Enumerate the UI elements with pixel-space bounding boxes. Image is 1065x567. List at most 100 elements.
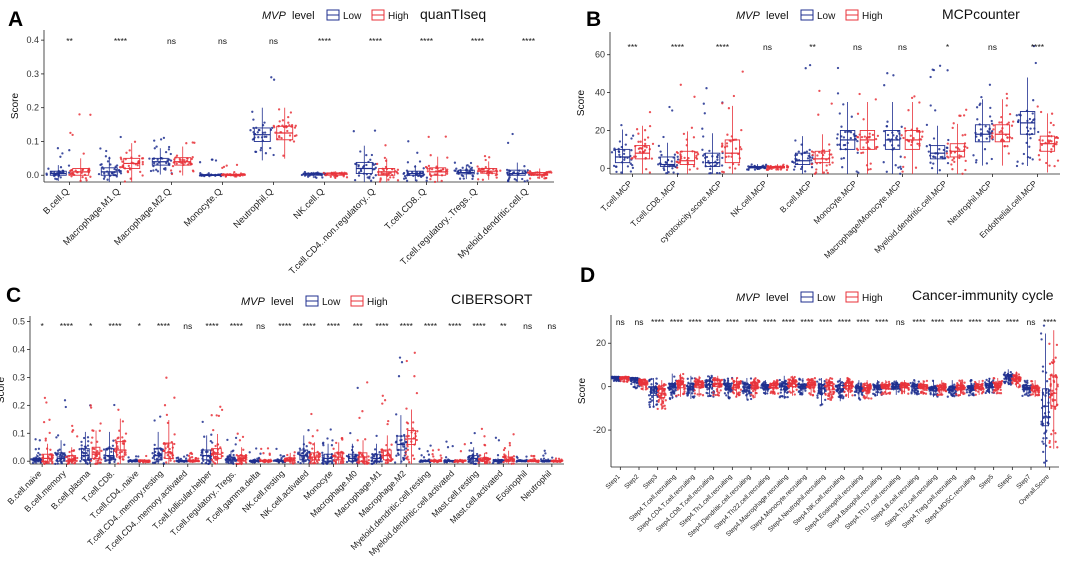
data-point (512, 171, 516, 174)
data-point (102, 448, 106, 451)
data-point (378, 180, 382, 183)
data-point (484, 166, 487, 169)
significance-label: ** (66, 36, 73, 46)
data-point (260, 447, 263, 451)
data-point (732, 94, 736, 98)
data-point (113, 458, 117, 461)
data-point (56, 462, 59, 465)
legend-title: MVP (736, 10, 761, 22)
data-point (153, 419, 156, 422)
data-point (825, 169, 828, 172)
data-point (406, 448, 410, 452)
data-point (856, 151, 859, 154)
data-point (709, 167, 712, 171)
data-point (358, 416, 361, 420)
significance-label: * (946, 42, 950, 52)
data-point (301, 460, 304, 463)
data-point (886, 120, 889, 123)
data-point (115, 175, 118, 178)
data-point (109, 163, 112, 166)
data-point (395, 454, 398, 457)
data-point (929, 75, 932, 79)
data-point (874, 98, 877, 101)
data-point (43, 396, 47, 400)
data-point (86, 436, 90, 439)
significance-label: **** (819, 317, 833, 327)
data-point (508, 175, 511, 179)
data-point (156, 158, 159, 161)
data-point (791, 160, 794, 164)
data-point (836, 133, 839, 136)
data-point (470, 449, 474, 452)
data-point (749, 397, 753, 401)
data-point (897, 144, 900, 147)
significance-label: ns (218, 36, 227, 46)
data-point (670, 160, 673, 163)
data-point (909, 381, 912, 385)
x-tick-label: T.cell.CD8..Q (383, 186, 428, 231)
data-point (513, 177, 516, 181)
data-point (110, 450, 113, 453)
data-point (37, 447, 41, 450)
data-point (141, 160, 144, 164)
data-point (548, 171, 551, 174)
data-point (952, 122, 955, 125)
significance-label: ns (547, 321, 556, 331)
data-point (89, 404, 92, 407)
data-point (1052, 145, 1055, 148)
data-point (1036, 105, 1039, 108)
data-point (300, 452, 304, 455)
data-point (952, 157, 956, 160)
data-point (231, 450, 234, 453)
data-point (830, 153, 833, 156)
data-point (479, 454, 482, 457)
data-point (550, 171, 553, 174)
data-point (883, 84, 886, 87)
data-point (425, 176, 429, 179)
data-point (345, 460, 349, 464)
data-point (635, 386, 639, 389)
data-point (840, 157, 843, 160)
data-point (81, 168, 85, 171)
data-point (167, 145, 171, 149)
data-point (825, 164, 828, 167)
data-point (85, 451, 88, 455)
data-point (418, 447, 421, 450)
data-point (811, 378, 814, 381)
data-point (658, 156, 661, 159)
significance-label: ns (269, 36, 278, 46)
data-point (239, 461, 242, 464)
data-point (529, 171, 532, 174)
data-point (375, 434, 378, 438)
significance-label: ns (635, 317, 644, 327)
data-point (682, 132, 686, 136)
data-point (1048, 131, 1051, 134)
significance-label: **** (522, 36, 536, 46)
x-tick-label: NK.cell.MCP (728, 178, 769, 219)
data-point (155, 145, 158, 148)
data-point (431, 453, 434, 456)
data-point (366, 381, 369, 384)
data-point (145, 454, 148, 458)
data-point (750, 163, 753, 166)
data-point (299, 461, 302, 465)
data-point (427, 135, 430, 139)
data-point (243, 173, 246, 177)
data-point (271, 126, 274, 130)
data-point (91, 429, 94, 432)
data-point (396, 179, 400, 182)
data-point (272, 153, 275, 157)
data-point (153, 139, 156, 142)
data-point (44, 437, 47, 440)
data-point (175, 456, 178, 460)
significance-label: ns (896, 317, 905, 327)
data-point (727, 107, 731, 110)
data-point (365, 163, 368, 167)
data-point (446, 446, 450, 449)
data-point (637, 140, 640, 143)
data-point (321, 456, 324, 459)
box-iqr (226, 456, 236, 462)
data-point (853, 394, 857, 397)
data-point (741, 380, 744, 383)
